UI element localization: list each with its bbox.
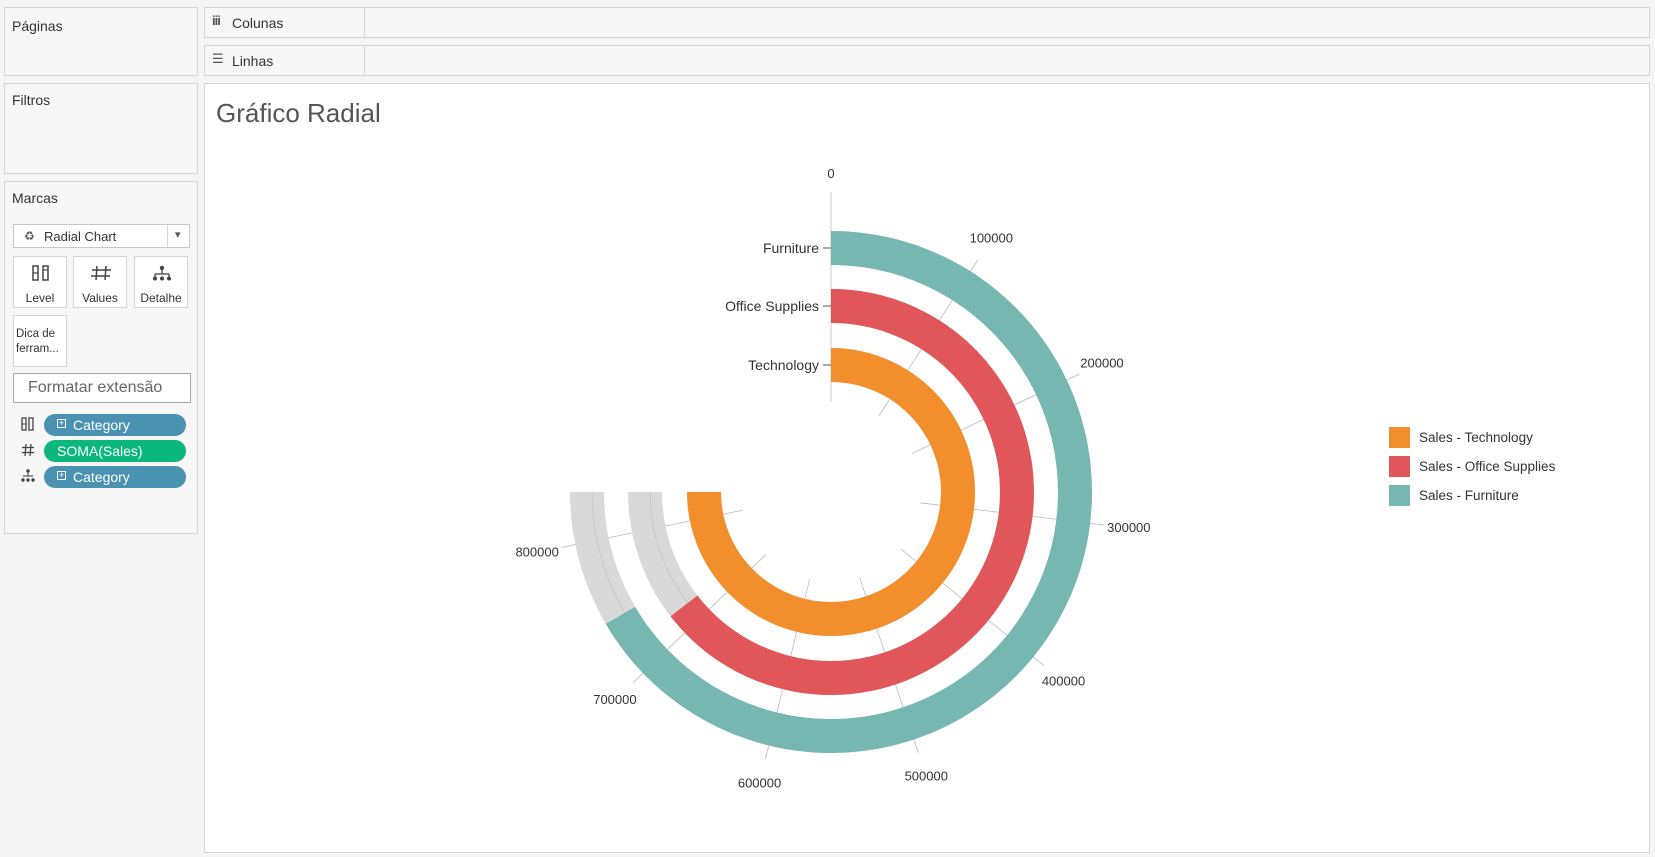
mark-type-label: Radial Chart	[44, 229, 117, 244]
legend-label: Sales - Furniture	[1419, 488, 1519, 503]
extension-icon: ♻	[24, 229, 35, 243]
axis-tick-label: 600000	[738, 775, 781, 790]
hierarchy-icon	[153, 265, 171, 281]
pages-card: Páginas	[4, 7, 198, 76]
marks-card-title: Marcas	[12, 190, 58, 206]
legend-swatch	[1389, 456, 1410, 477]
axis-tick-label: 100000	[970, 230, 1013, 245]
field-row-values: SOMA(Sales)	[20, 440, 190, 462]
pill-label: Category	[73, 417, 130, 433]
filters-card[interactable]: Filtros	[4, 83, 198, 174]
rows-shelf[interactable]: ☰ Linhas	[204, 45, 1650, 76]
field-row-detail: + Category	[20, 466, 190, 488]
legend-label: Sales - Technology	[1419, 430, 1533, 445]
axis-tick-label: 500000	[905, 768, 948, 783]
marks-card: Marcas ♻ Radial Chart ▾ Level Values	[4, 181, 198, 534]
rows-icon: ☰	[212, 51, 224, 66]
pill-label: Category	[73, 469, 130, 485]
level-button-label: Level	[25, 291, 55, 305]
level-button[interactable]: Level	[13, 256, 67, 308]
values-button[interactable]: Values	[73, 256, 127, 308]
category-label: Office Supplies	[725, 298, 819, 314]
mark-type-dropdown[interactable]: ♻ Radial Chart ▾	[13, 224, 190, 248]
level-icon	[21, 417, 34, 431]
hierarchy-icon	[21, 469, 35, 482]
columns-shelf-header: iii Colunas	[205, 8, 365, 37]
pill-label: SOMA(Sales)	[57, 443, 143, 459]
expand-plus-icon[interactable]: +	[57, 470, 66, 480]
tooltip-button[interactable]: Dica de ferram...	[13, 315, 67, 367]
rows-shelf-header: ☰ Linhas	[205, 46, 365, 75]
sum-sales-pill[interactable]: SOMA(Sales)	[44, 440, 186, 462]
detail-button-label: Detalhe	[140, 291, 182, 305]
columns-icon: iii	[212, 13, 221, 28]
bars-group	[570, 231, 1092, 753]
axis-tick-label: 400000	[1042, 674, 1085, 689]
category-level-pill[interactable]: + Category	[44, 414, 186, 436]
radial-bar-office-supplies[interactable]	[670, 289, 1034, 695]
level-icon	[32, 265, 49, 281]
axis-tick-label: 800000	[515, 544, 558, 559]
legend-swatch	[1389, 427, 1410, 448]
detail-button[interactable]: Detalhe	[134, 256, 188, 308]
axis-tick-label: 300000	[1107, 520, 1150, 535]
category-label: Furniture	[763, 240, 819, 256]
chevron-down-icon[interactable]: ▾	[175, 229, 181, 241]
expand-plus-icon[interactable]: +	[57, 418, 66, 428]
hash-icon	[91, 265, 111, 281]
filters-card-title: Filtros	[12, 92, 51, 108]
hash-icon	[22, 443, 34, 457]
chart-title: Gráfico Radial	[216, 98, 381, 128]
legend-label: Sales - Office Supplies	[1419, 459, 1556, 474]
dropdown-separator	[167, 225, 168, 247]
category-label: Technology	[748, 357, 819, 373]
visualization-area[interactable]: Gráfico Radial 0 100000 200000 300000 400000…	[204, 83, 1650, 853]
field-row-level: + Category	[20, 414, 190, 436]
pages-card-title: Páginas	[12, 18, 63, 34]
radial-bar-furniture[interactable]	[605, 231, 1092, 753]
columns-shelf-label: Colunas	[232, 15, 284, 31]
tooltip-button-label: Dica de ferram...	[16, 328, 59, 355]
rows-shelf-label: Linhas	[232, 53, 274, 69]
category-detail-pill[interactable]: + Category	[44, 466, 186, 488]
radial-chart[interactable]: 0 100000 200000 300000 400000 500000 600000 700…	[205, 84, 1649, 852]
axis-tick-label: 700000	[593, 692, 636, 707]
values-button-label: Values	[82, 291, 118, 305]
legend-swatch	[1389, 485, 1410, 506]
radial-bar-technology[interactable]	[687, 348, 975, 636]
format-extension-button[interactable]: Formatar extensão	[13, 373, 191, 403]
axis-tick-label: 0	[827, 166, 834, 181]
axis-tick-label: 200000	[1080, 355, 1123, 370]
columns-shelf[interactable]: iii Colunas	[204, 7, 1650, 38]
